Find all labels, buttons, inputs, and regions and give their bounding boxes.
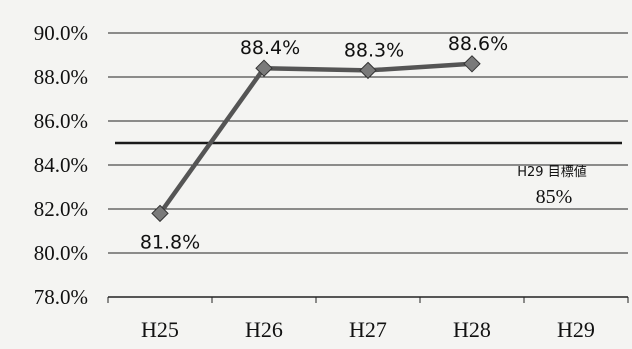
data-point-marker <box>151 204 169 223</box>
y-tick-label: 80.0% <box>34 241 88 265</box>
data-labels: 81.8% 88.4% 88.3% 88.6% <box>140 33 508 254</box>
data-point-marker <box>359 61 377 80</box>
data-label: 88.3% <box>344 39 404 61</box>
series-line <box>158 61 473 215</box>
y-tick-label: 78.0% <box>34 285 88 309</box>
y-axis-ticks: 90.0% 88.0% 86.0% 84.0% 82.0% 80.0% 78.0% <box>34 21 88 309</box>
y-tick-label: 90.0% <box>34 21 88 45</box>
data-label: 81.8% <box>140 231 200 253</box>
data-label: 88.4% <box>240 37 300 59</box>
series-group <box>151 55 481 223</box>
y-tick-label: 86.0% <box>34 109 88 133</box>
x-axis: H25 H26 H27 H28 H29 <box>107 297 629 342</box>
y-tick-label: 84.0% <box>34 153 88 177</box>
target-value-label: 85% <box>536 186 573 208</box>
data-label: 88.6% <box>448 33 508 55</box>
x-tick-label: H27 <box>349 317 387 342</box>
x-tick-label: H25 <box>141 317 179 342</box>
target-title: H29 目標値 <box>517 164 586 180</box>
data-point-marker <box>463 55 481 73</box>
x-tick-label: H26 <box>245 317 283 342</box>
y-tick-label: 82.0% <box>34 197 88 221</box>
data-point-marker <box>255 59 273 77</box>
x-tick-label: H28 <box>453 317 491 342</box>
y-tick-label: 88.0% <box>34 65 88 89</box>
x-tick-label: H29 <box>557 317 595 342</box>
